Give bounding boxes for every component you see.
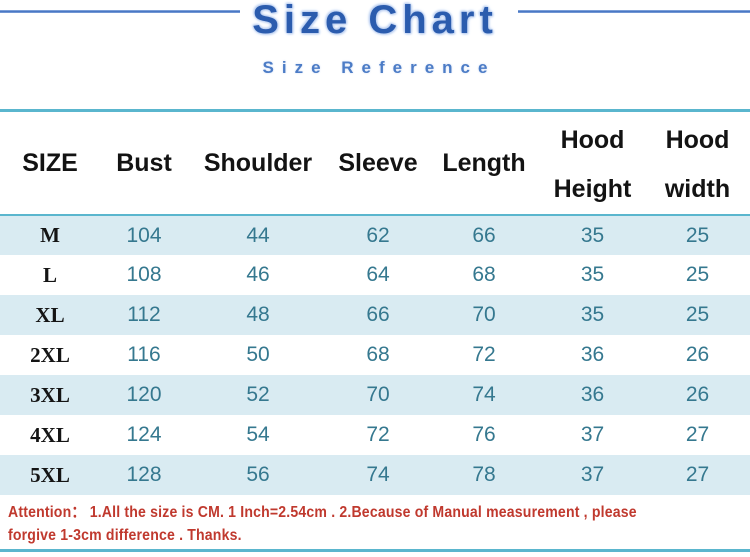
bust-value: 108 xyxy=(126,263,162,286)
column-header-shoulder: Shoulder xyxy=(188,110,328,216)
attention-line-2: forgive 1-3cm difference . Thanks. xyxy=(8,527,242,544)
shoulder-value: 50 xyxy=(246,343,270,366)
shoulder-value: 56 xyxy=(246,463,270,486)
hood-height-value: 36 xyxy=(580,383,605,406)
shoulder-value: 48 xyxy=(246,303,270,326)
sleeve-value: 68 xyxy=(366,343,390,366)
hood-height-value: 35 xyxy=(580,263,605,286)
column-header-label: Bust xyxy=(116,148,172,177)
page-subtitle: Size Reference xyxy=(262,58,496,77)
bust-value: 116 xyxy=(127,343,161,366)
table-row: 2XL 116 50 68 72 36 26 xyxy=(0,335,750,375)
size-label: M xyxy=(40,223,60,247)
column-header-label: Height xyxy=(553,175,632,203)
sleeve-value: 72 xyxy=(366,423,390,446)
bust-value: 112 xyxy=(127,303,161,326)
hood-width-value: 25 xyxy=(685,263,710,286)
length-value: 74 xyxy=(472,383,496,406)
bottom-divider xyxy=(0,549,750,552)
column-header-label: SIZE xyxy=(22,148,78,177)
size-chart-table: SIZE Bust Shoulder Sleeve Length Hood He… xyxy=(0,109,750,495)
length-value: 72 xyxy=(472,343,496,366)
column-header-label: Hood xyxy=(560,126,625,154)
sleeve-value: 62 xyxy=(366,223,390,247)
hood-width-value: 27 xyxy=(685,423,710,446)
attention-note: Attention： 1.All the size is CM. 1 Inch=… xyxy=(0,495,750,547)
column-header-size: SIZE xyxy=(0,110,100,216)
table-row: 3XL 120 52 70 74 36 26 xyxy=(0,375,750,415)
length-value: 68 xyxy=(472,263,496,286)
shoulder-value: 52 xyxy=(246,383,270,406)
size-label: 2XL xyxy=(30,342,70,367)
column-header-stack: Hood width xyxy=(645,126,750,204)
sleeve-value: 70 xyxy=(366,383,390,406)
column-header-label: Length xyxy=(442,148,526,177)
sleeve-value: 64 xyxy=(366,263,390,286)
size-label: XL xyxy=(35,302,65,327)
bust-value: 120 xyxy=(126,383,162,406)
column-header-label: Shoulder xyxy=(203,148,313,177)
sleeve-value: 74 xyxy=(366,463,390,486)
column-header-hood-width: Hood width xyxy=(645,110,750,216)
bust-value: 104 xyxy=(126,223,162,247)
table-row: 5XL 128 56 74 78 37 27 xyxy=(0,455,750,495)
size-label: L xyxy=(42,262,57,287)
bust-value: 124 xyxy=(126,423,162,446)
hood-width-value: 26 xyxy=(685,383,710,406)
attention-line-1: Attention： 1.All the size is CM. 1 Inch=… xyxy=(8,504,637,521)
length-value: 70 xyxy=(472,303,496,326)
shoulder-value: 54 xyxy=(246,423,270,446)
table-header-row: SIZE Bust Shoulder Sleeve Length Hood He… xyxy=(0,110,750,216)
hood-width-value: 25 xyxy=(685,303,710,326)
hood-height-value: 35 xyxy=(580,303,605,326)
bust-value: 128 xyxy=(126,463,162,486)
table-row: L 108 46 64 68 35 25 xyxy=(0,255,750,295)
hood-height-value: 35 xyxy=(580,223,605,247)
page-title: Size Chart xyxy=(252,0,498,42)
table-row: XL 112 48 66 70 35 25 xyxy=(0,295,750,335)
title-flank-line-left xyxy=(0,10,240,13)
size-label: 4XL xyxy=(30,422,70,447)
title-flank-line-right xyxy=(518,10,750,13)
length-value: 76 xyxy=(472,423,496,446)
column-header-label: Hood xyxy=(665,126,730,154)
shoulder-value: 46 xyxy=(246,263,270,286)
hood-width-value: 25 xyxy=(685,223,710,247)
column-header-stack: Hood Height xyxy=(540,126,645,204)
column-header-label: width xyxy=(664,175,731,203)
length-value: 66 xyxy=(472,223,496,247)
hood-height-value: 37 xyxy=(580,423,605,446)
size-label: 3XL xyxy=(30,382,70,407)
sleeve-value: 66 xyxy=(366,303,390,326)
shoulder-value: 44 xyxy=(246,223,270,247)
hood-height-value: 36 xyxy=(580,343,605,366)
column-header-hood-height: Hood Height xyxy=(540,110,645,216)
column-header-label: Sleeve xyxy=(338,148,418,177)
hood-height-value: 37 xyxy=(580,463,605,486)
title-section: Size Chart Size Reference xyxy=(0,0,750,109)
table-row: 4XL 124 54 72 76 37 27 xyxy=(0,415,750,455)
table-row: M 104 44 62 66 35 25 xyxy=(0,215,750,255)
column-header-sleeve: Sleeve xyxy=(328,110,428,216)
column-header-bust: Bust xyxy=(100,110,188,216)
size-label: 5XL xyxy=(30,462,70,487)
length-value: 78 xyxy=(472,463,496,486)
hood-width-value: 26 xyxy=(685,343,710,366)
hood-width-value: 27 xyxy=(685,463,710,486)
column-header-length: Length xyxy=(428,110,540,216)
